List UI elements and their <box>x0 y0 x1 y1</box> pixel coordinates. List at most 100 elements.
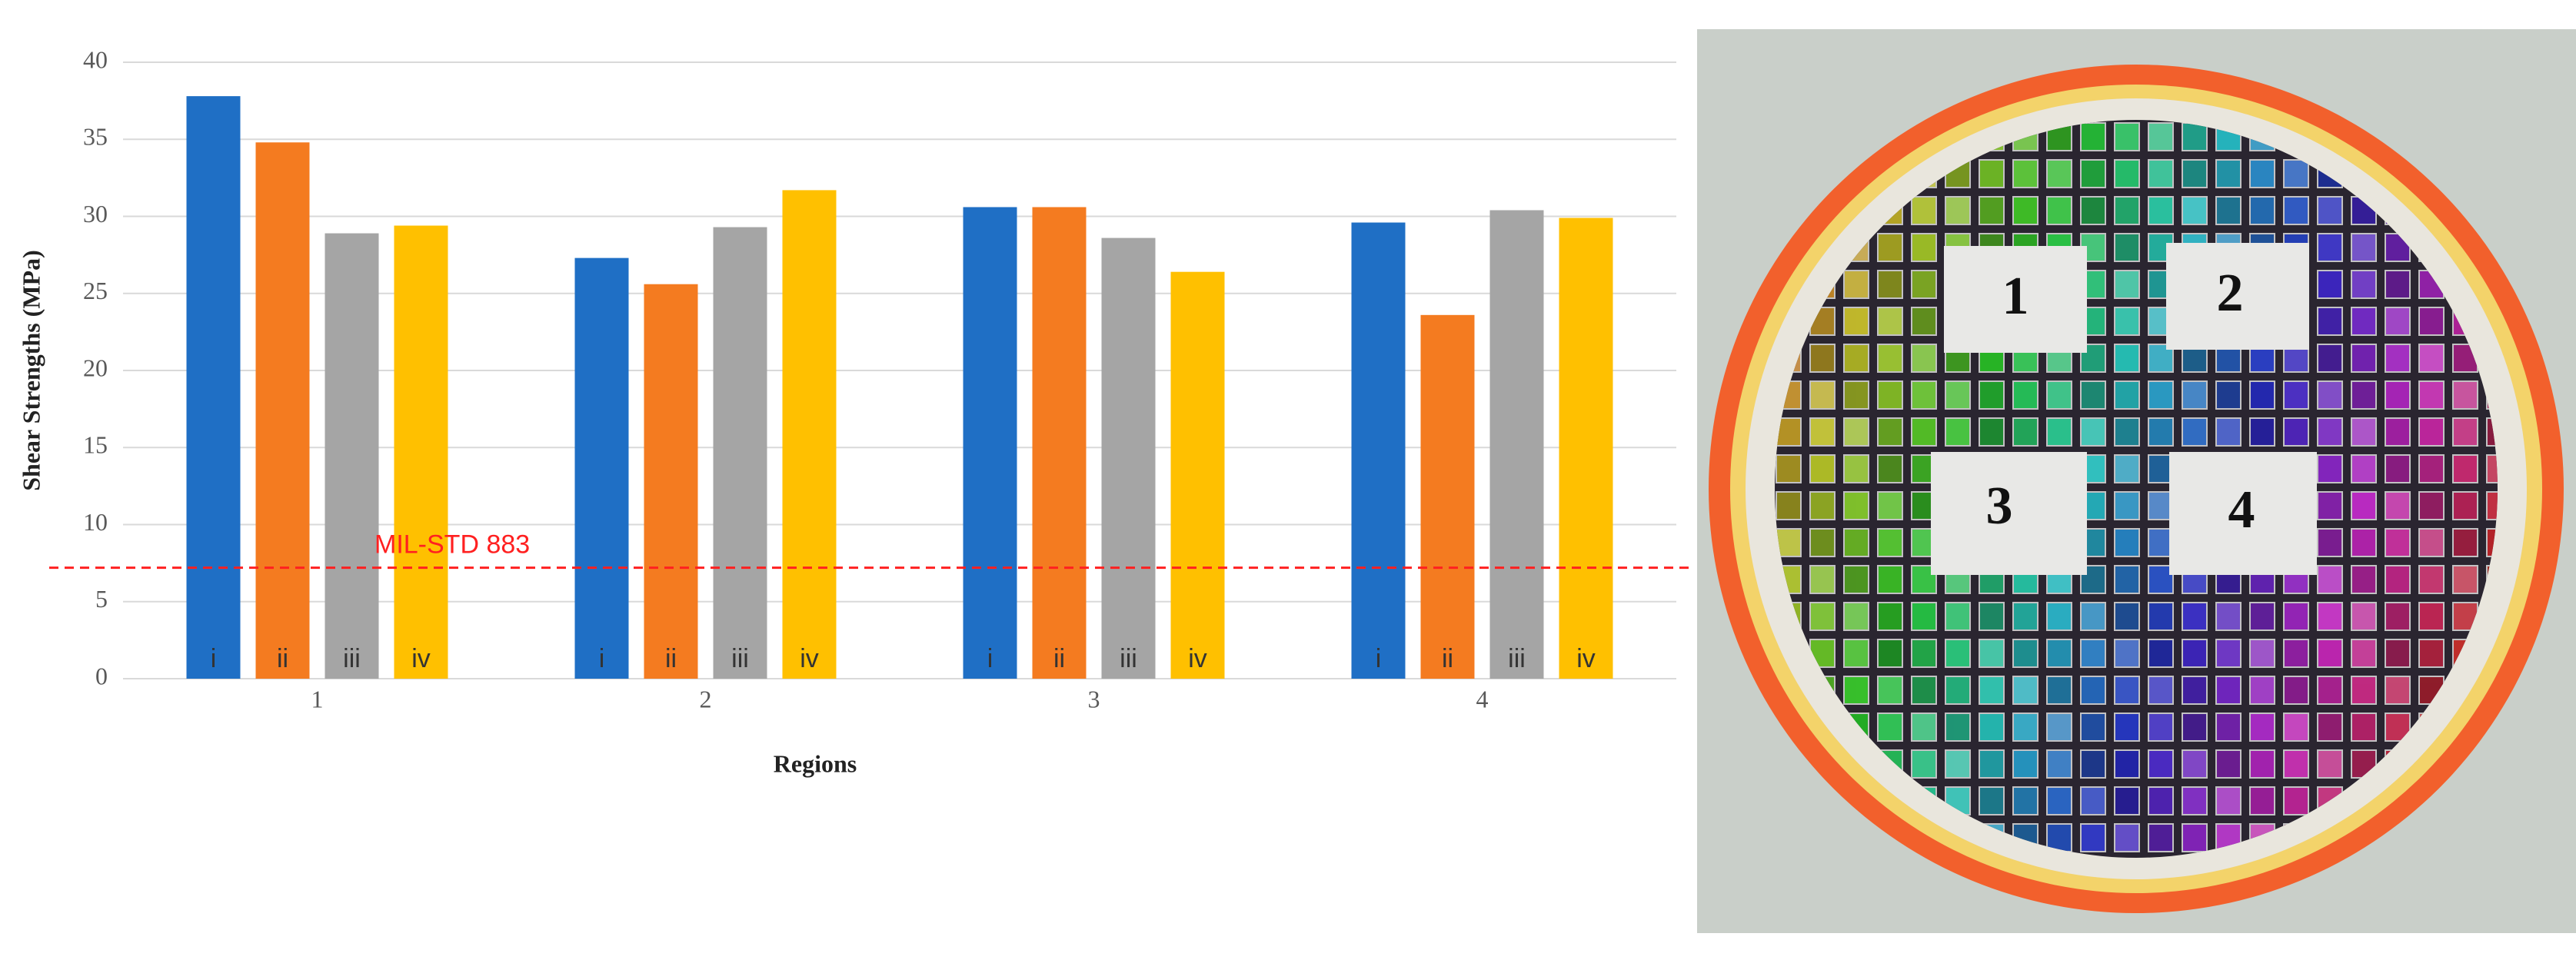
bar-label: iv <box>1188 644 1207 673</box>
die <box>2114 307 2140 336</box>
region-label: 2 <box>2217 264 2244 323</box>
die <box>1877 676 1903 705</box>
die <box>2080 749 2106 779</box>
x-tick-label: 4 <box>1476 685 1489 713</box>
die <box>1979 676 2005 705</box>
bar <box>574 257 629 679</box>
die <box>2148 676 2174 705</box>
die <box>2317 491 2343 520</box>
die <box>2249 380 2275 410</box>
die <box>2452 528 2478 557</box>
die <box>2351 639 2377 668</box>
die <box>2351 491 2377 520</box>
die <box>2046 602 2072 631</box>
die <box>2283 676 2309 705</box>
die <box>2182 749 2208 779</box>
bar-label: iv <box>411 644 431 673</box>
die <box>2046 196 2072 225</box>
die <box>1911 380 1937 410</box>
die <box>2249 159 2275 188</box>
y-tick-label: 15 <box>83 431 108 459</box>
y-tick-label: 40 <box>83 45 108 73</box>
die <box>2012 639 2039 668</box>
die <box>2046 749 2072 779</box>
die <box>2148 639 2174 668</box>
die <box>2215 786 2242 816</box>
die <box>1979 786 2005 816</box>
die <box>2215 380 2242 410</box>
y-tick-label: 10 <box>83 508 108 536</box>
y-tick-label: 30 <box>83 200 108 228</box>
die <box>2249 786 2275 816</box>
die <box>2215 676 2242 705</box>
die <box>1809 602 1835 631</box>
die <box>2148 454 2174 483</box>
die <box>2182 639 2208 668</box>
die <box>2114 159 2140 188</box>
bar-label: i <box>211 644 217 673</box>
die <box>2182 602 2208 631</box>
die <box>2182 676 2208 705</box>
die <box>1877 602 1903 631</box>
y-tick-label: 0 <box>95 662 108 689</box>
die <box>2317 454 2343 483</box>
die <box>2385 270 2411 299</box>
die <box>2351 344 2377 373</box>
die <box>1843 639 1869 668</box>
die <box>2114 749 2140 779</box>
die <box>2046 823 2072 852</box>
die <box>1911 676 1937 705</box>
die <box>2080 602 2106 631</box>
die <box>2148 196 2174 225</box>
die <box>2148 491 2174 520</box>
bar <box>1559 218 1613 679</box>
die <box>1911 344 1937 373</box>
die <box>2418 417 2445 447</box>
die <box>2080 639 2106 668</box>
bar-label: iv <box>800 644 819 673</box>
die <box>1809 528 1835 557</box>
die <box>2148 380 2174 410</box>
die <box>2114 713 2140 742</box>
die <box>2283 602 2309 631</box>
die <box>1877 528 1903 557</box>
die <box>2317 307 2343 336</box>
die <box>2012 159 2039 188</box>
chart: Regions Shear Strengths (MPa) 0 5 10 15 20 25… <box>17 45 1692 777</box>
die <box>2215 749 2242 779</box>
die <box>1979 196 2005 225</box>
region-pad <box>2166 243 2309 350</box>
bar <box>782 190 837 679</box>
die <box>2351 270 2377 299</box>
die <box>2283 786 2309 816</box>
die <box>1945 196 1971 225</box>
die <box>2114 233 2140 262</box>
die <box>2385 528 2411 557</box>
die <box>2012 713 2039 742</box>
bar <box>394 225 448 679</box>
die <box>2385 344 2411 373</box>
die <box>2317 602 2343 631</box>
die <box>2283 639 2309 668</box>
die <box>2283 713 2309 742</box>
die <box>1945 676 1971 705</box>
die <box>2114 344 2140 373</box>
die <box>2114 639 2140 668</box>
y-tick-label: 5 <box>95 585 108 613</box>
die <box>2418 602 2445 631</box>
die <box>2215 639 2242 668</box>
die <box>1843 565 1869 594</box>
die <box>2452 380 2478 410</box>
die <box>2182 713 2208 742</box>
die <box>1877 713 1903 742</box>
die <box>1877 233 1903 262</box>
bar <box>713 227 767 679</box>
die <box>1979 159 2005 188</box>
die <box>2148 823 2174 852</box>
bar <box>255 142 310 679</box>
region-label: 1 <box>2002 267 2029 326</box>
die <box>2012 380 2039 410</box>
die <box>1945 713 1971 742</box>
die <box>2283 159 2309 188</box>
die <box>2418 307 2445 336</box>
